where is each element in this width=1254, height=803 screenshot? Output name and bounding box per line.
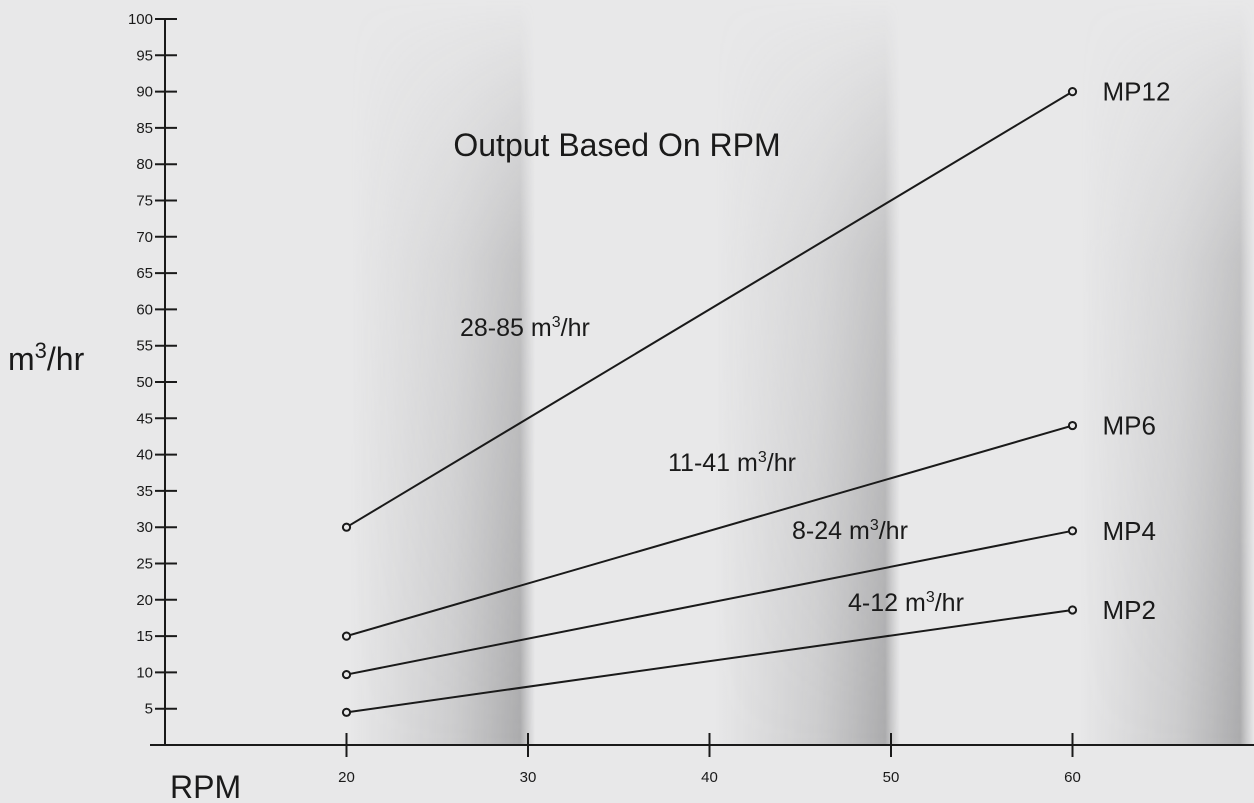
y-tick-label: 100: [128, 11, 153, 28]
data-point: [341, 631, 352, 641]
y-tick-label: 55: [136, 338, 153, 355]
y-tick-label: 80: [136, 156, 153, 173]
series-line: [346, 529, 1073, 676]
series-label: MP12: [1103, 77, 1171, 107]
x-tick-label: 30: [520, 769, 537, 786]
y-tick-label: 30: [136, 519, 153, 536]
data-point: [341, 522, 352, 532]
y-tick-label: 45: [136, 410, 153, 427]
range-label: 4-12 m3/hr: [848, 589, 964, 617]
series-line: [346, 424, 1073, 638]
y-tick-label: 65: [136, 265, 153, 282]
y-tick-label: 25: [136, 556, 153, 573]
series-line: [345, 90, 1074, 529]
series-mp2: MP2 4-12 m3/hr: [341, 589, 1156, 717]
range-label: 28-85 m3/hr: [460, 314, 590, 342]
x-tick-label: 20: [338, 769, 355, 786]
data-point: [1067, 526, 1078, 536]
axes: 5 10 15 20 25 30 35 40 45 50 55 60 65 70 75 80 85 90 95 100…: [128, 11, 1254, 786]
data-point: [1067, 605, 1078, 615]
background-shading: [350, 0, 1254, 745]
shade-band: [350, 0, 535, 745]
y-tick-label: 35: [136, 483, 153, 500]
y-axis-title: m3/hr: [8, 338, 85, 377]
data-point: [1067, 420, 1078, 431]
chart-title: Output Based On RPM: [453, 127, 780, 163]
y-tick-label: 40: [136, 447, 153, 464]
y-tick-label: 50: [136, 374, 153, 391]
series-layer: MP12 28-85 m3/hr MP6 11-41 m3/hr MP4 8-24 m3/…: [341, 77, 1171, 717]
series-line: [346, 608, 1073, 714]
y-tick-label: 75: [136, 193, 153, 210]
series-label: MP6: [1103, 411, 1156, 441]
data-point: [341, 669, 352, 680]
y-tick-label: 10: [136, 664, 153, 681]
x-tick-label: 50: [883, 769, 900, 786]
shade-band: [715, 0, 900, 745]
y-tick-label: 70: [136, 229, 153, 246]
data-point: [341, 707, 352, 717]
y-tick-label: 60: [136, 301, 153, 318]
series-label: MP4: [1103, 516, 1156, 546]
range-label: 8-24 m3/hr: [792, 517, 908, 545]
x-axis-title: RPM: [170, 769, 241, 803]
range-label: 11-41 m3/hr: [668, 449, 796, 477]
y-tick-label: 85: [136, 120, 153, 137]
x-tick-label: 60: [1064, 769, 1081, 786]
series-label: MP2: [1103, 595, 1156, 625]
y-tick-label: 5: [145, 701, 153, 718]
y-tick-label: 90: [136, 84, 153, 101]
series-mp12: MP12 28-85 m3/hr: [341, 77, 1171, 532]
shade-band: [1080, 0, 1254, 745]
data-point: [1067, 87, 1078, 97]
x-tick-label: 40: [701, 769, 718, 786]
series-mp4: MP4 8-24 m3/hr: [341, 516, 1156, 680]
y-tick-label: 15: [136, 628, 153, 645]
y-tick-label: 20: [136, 592, 153, 609]
y-tick-label: 95: [136, 47, 153, 64]
series-mp6: MP6 11-41 m3/hr: [341, 411, 1156, 641]
